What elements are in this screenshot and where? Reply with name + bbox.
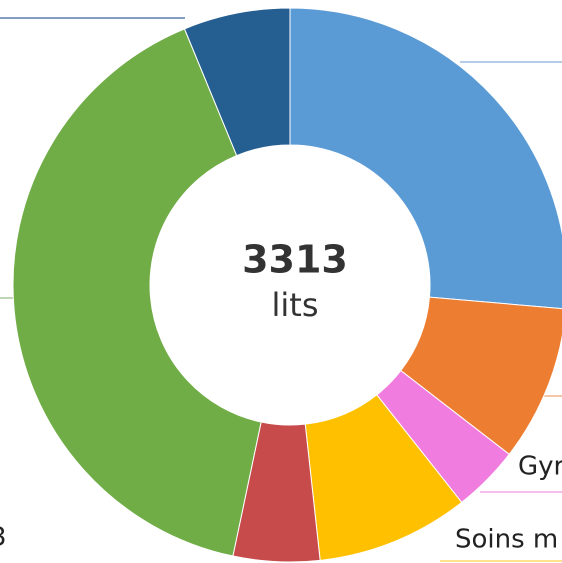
slice [12,28,262,557]
slice [183,7,291,157]
slice-label: 3 [0,523,7,553]
slice [289,7,562,310]
center-label: lits [272,286,319,324]
slices [12,7,562,563]
leader-lines [0,17,562,562]
center-value: 3313 [242,238,348,282]
slice-label: Gyr [518,452,562,482]
slice-label: Soins m [455,525,558,555]
